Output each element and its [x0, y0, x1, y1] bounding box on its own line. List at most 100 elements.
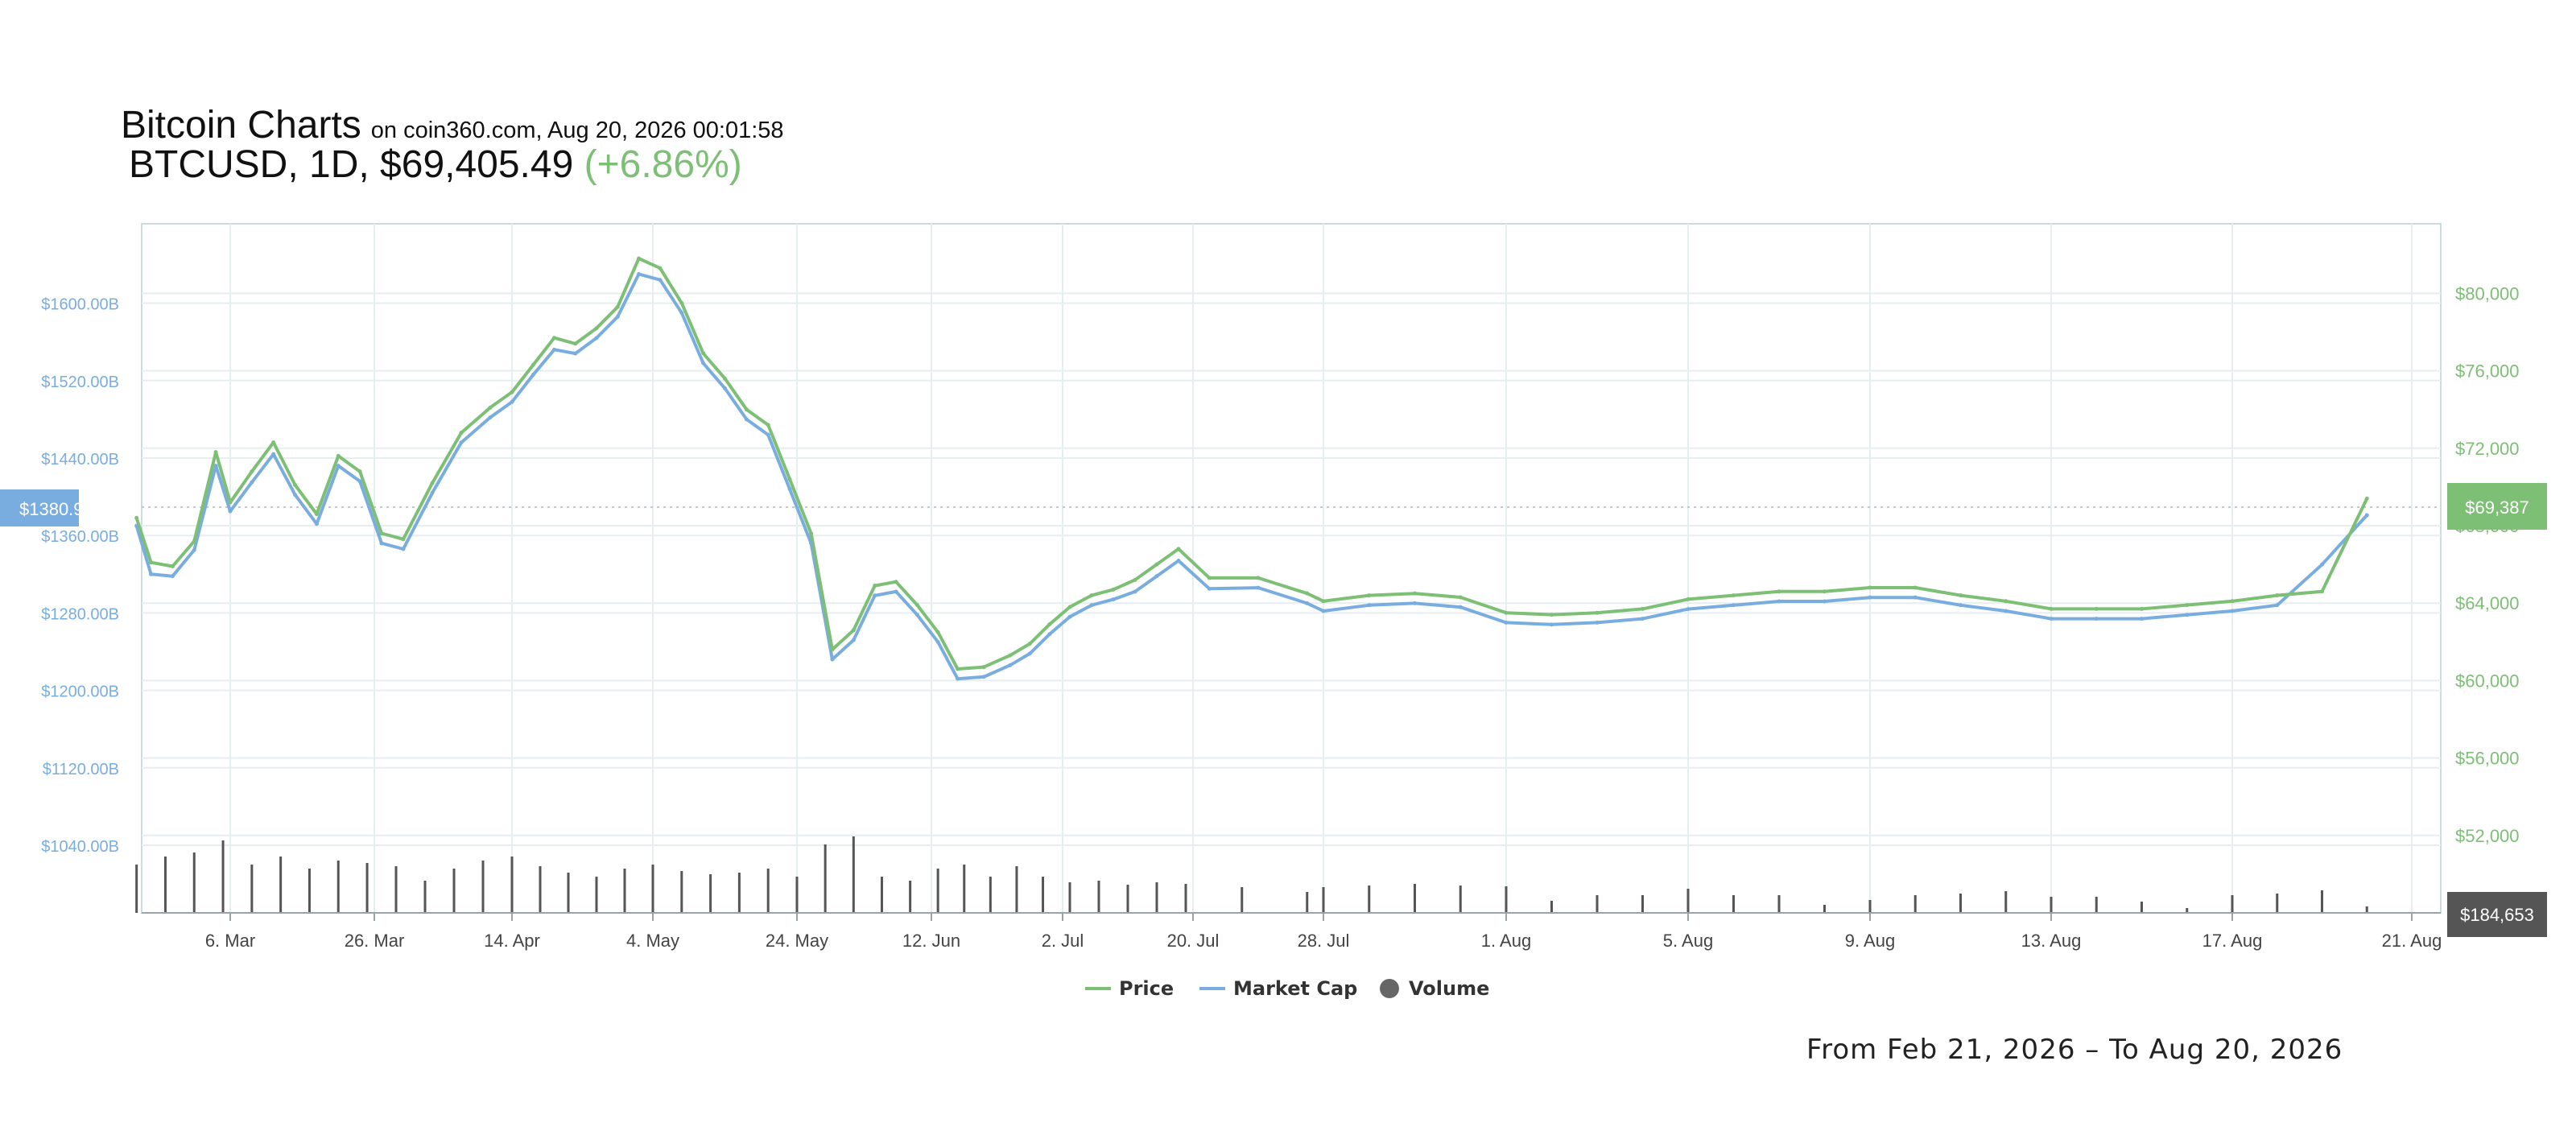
market-cap-point[interactable]	[1089, 603, 1094, 608]
price-point[interactable]	[250, 469, 254, 474]
price-point[interactable]	[894, 580, 898, 584]
price-point[interactable]	[637, 256, 641, 261]
price-point[interactable]	[1154, 562, 1159, 567]
price-point[interactable]	[336, 453, 341, 458]
price-point[interactable]	[1176, 547, 1181, 551]
price-point[interactable]	[701, 351, 706, 356]
price-point[interactable]	[873, 584, 877, 588]
price-point[interactable]	[2320, 589, 2324, 594]
price-point[interactable]	[1868, 585, 1872, 590]
price-point[interactable]	[293, 482, 298, 487]
market-cap-point[interactable]	[192, 547, 196, 552]
market-cap-point[interactable]	[2185, 613, 2190, 617]
market-cap-point[interactable]	[1823, 599, 1827, 604]
market-cap-point[interactable]	[379, 541, 384, 546]
market-cap-point[interactable]	[723, 386, 727, 390]
market-cap-point[interactable]	[1256, 585, 1261, 590]
price-point[interactable]	[2140, 606, 2144, 611]
price-point[interactable]	[787, 477, 792, 481]
price-point[interactable]	[2049, 606, 2054, 611]
price-point[interactable]	[213, 450, 218, 455]
market-cap-point[interactable]	[1959, 603, 1963, 608]
market-cap-point[interactable]	[1504, 620, 1509, 625]
price-point[interactable]	[679, 300, 684, 305]
market-cap-point[interactable]	[658, 278, 663, 283]
market-cap-point[interactable]	[1133, 589, 1137, 594]
price-point[interactable]	[658, 266, 663, 270]
market-cap-point[interactable]	[552, 347, 556, 352]
market-cap-point[interactable]	[1913, 595, 1918, 600]
price-point[interactable]	[830, 647, 835, 652]
market-cap-point[interactable]	[336, 464, 341, 469]
price-point[interactable]	[1256, 576, 1261, 580]
legend-volume-swatch[interactable]	[1380, 979, 1399, 998]
market-cap-point[interactable]	[809, 541, 814, 546]
market-cap-point[interactable]	[459, 440, 464, 445]
price-point[interactable]	[1133, 577, 1137, 582]
price-point[interactable]	[1959, 593, 1963, 598]
market-cap-point[interactable]	[488, 415, 493, 419]
market-cap-point[interactable]	[830, 657, 835, 662]
market-cap-point[interactable]	[981, 675, 986, 679]
price-point[interactable]	[1913, 585, 1918, 590]
price-point[interactable]	[228, 500, 233, 505]
price-point[interactable]	[401, 537, 406, 542]
market-cap-point[interactable]	[2094, 617, 2099, 621]
market-cap-point[interactable]	[1413, 601, 1417, 605]
market-cap-point[interactable]	[1176, 558, 1181, 563]
price-point[interactable]	[1732, 593, 1736, 598]
market-cap-point[interactable]	[213, 464, 218, 469]
price-point[interactable]	[357, 469, 362, 474]
price-point[interactable]	[2094, 606, 2099, 611]
market-cap-point[interactable]	[2275, 603, 2280, 608]
price-point[interactable]	[530, 362, 535, 367]
price-point[interactable]	[314, 512, 319, 517]
price-point[interactable]	[1067, 605, 1072, 609]
market-cap-line[interactable]	[134, 272, 2368, 681]
price-point[interactable]	[2004, 599, 2008, 604]
price-point[interactable]	[1027, 642, 1032, 646]
market-cap-point[interactable]	[573, 351, 578, 356]
price-point[interactable]	[914, 603, 919, 608]
market-cap-point[interactable]	[615, 314, 620, 319]
market-cap-point[interactable]	[2364, 513, 2369, 518]
market-cap-point[interactable]	[1868, 595, 1872, 600]
price-point[interactable]	[1595, 610, 1600, 615]
price-point[interactable]	[2275, 593, 2280, 598]
price-point[interactable]	[1641, 606, 1645, 611]
price-point[interactable]	[935, 630, 940, 634]
price-point[interactable]	[170, 564, 175, 569]
price-point[interactable]	[552, 336, 556, 341]
market-cap-point[interactable]	[1321, 609, 1326, 613]
market-cap-point[interactable]	[2049, 617, 2054, 621]
market-cap-point[interactable]	[679, 311, 684, 316]
price-point[interactable]	[1686, 597, 1690, 601]
market-cap-point[interactable]	[1207, 586, 1212, 591]
market-cap-point[interactable]	[851, 638, 856, 642]
price-point[interactable]	[1008, 653, 1013, 658]
market-cap-point[interactable]	[293, 493, 298, 497]
price-point[interactable]	[1321, 599, 1326, 604]
market-cap-point[interactable]	[149, 572, 154, 576]
market-cap-point[interactable]	[170, 574, 175, 579]
price-point[interactable]	[615, 304, 620, 309]
market-cap-point[interactable]	[1067, 614, 1072, 619]
market-cap-point[interactable]	[894, 589, 898, 594]
market-cap-point[interactable]	[271, 452, 276, 456]
market-cap-point[interactable]	[314, 522, 319, 526]
market-cap-point[interactable]	[1458, 605, 1463, 609]
price-point[interactable]	[134, 515, 139, 520]
price-point[interactable]	[766, 423, 770, 427]
price-point[interactable]	[149, 560, 154, 565]
price-point[interactable]	[271, 440, 276, 445]
price-point[interactable]	[430, 481, 435, 485]
price-point[interactable]	[981, 665, 986, 670]
market-cap-point[interactable]	[2320, 562, 2324, 567]
market-cap-point[interactable]	[1305, 601, 1310, 605]
price-point[interactable]	[488, 405, 493, 410]
price-point[interactable]	[1367, 593, 1372, 598]
price-point[interactable]	[2185, 603, 2190, 608]
market-cap-point[interactable]	[594, 336, 599, 341]
market-cap-point[interactable]	[1047, 632, 1052, 637]
